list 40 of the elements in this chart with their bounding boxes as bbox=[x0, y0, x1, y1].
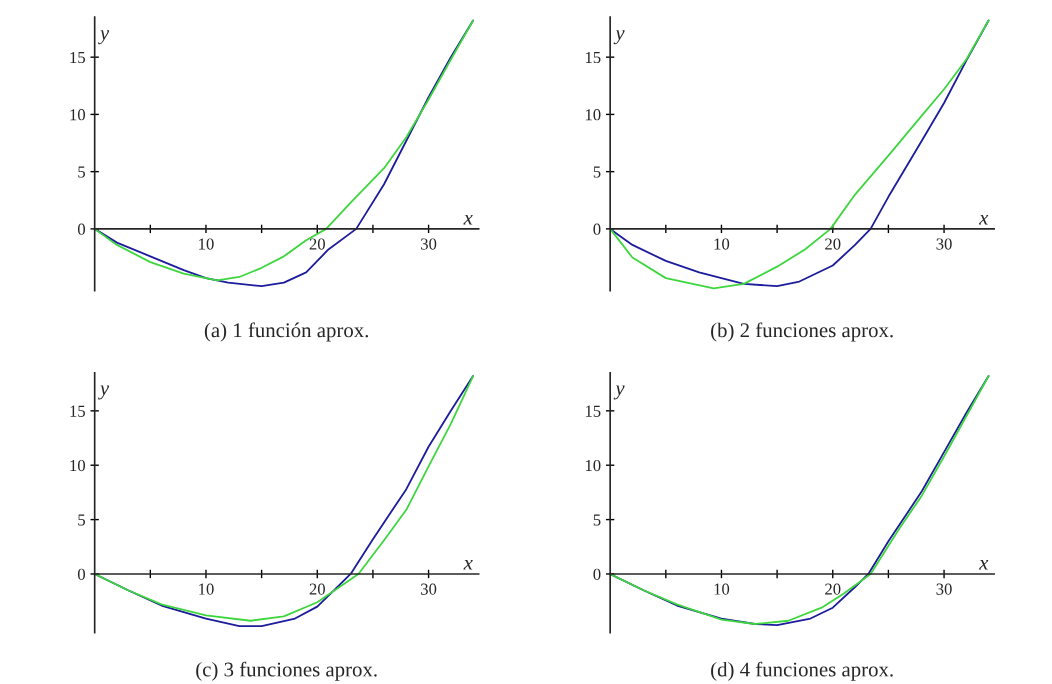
x-tick-label: 30 bbox=[936, 238, 952, 250]
x-tick-label: 30 bbox=[421, 583, 437, 595]
y-tick-label: 5 bbox=[593, 514, 601, 526]
y-axis-title: y bbox=[98, 30, 110, 45]
y-tick-label: 15 bbox=[585, 51, 601, 64]
x-axis-title: x bbox=[463, 214, 473, 225]
x-axis-title: x bbox=[978, 214, 989, 225]
y-tick-label: 10 bbox=[585, 109, 601, 121]
x-tick-label: 10 bbox=[199, 583, 214, 595]
text: (b) 2 funciones aprox. bbox=[711, 322, 893, 342]
y-axis-title: y bbox=[613, 385, 625, 400]
x-tick-label: 20 bbox=[309, 238, 325, 250]
x-tick-label: 20 bbox=[825, 238, 841, 250]
x-tick-label: 30 bbox=[936, 583, 952, 595]
x-tick-label: 10 bbox=[714, 583, 730, 595]
x-tick-label: 20 bbox=[309, 583, 325, 595]
x-tick-label: 10 bbox=[199, 238, 214, 250]
y-tick-label: 0 bbox=[77, 223, 86, 235]
y-tick-label: 5 bbox=[593, 166, 601, 178]
y-tick-label: 0 bbox=[593, 568, 601, 580]
y-tick-label: 5 bbox=[78, 166, 85, 178]
y-axis-title: y bbox=[613, 30, 625, 45]
text: (c) 3 funciones aprox. bbox=[196, 661, 377, 681]
text: (d) 4 funciones aprox. bbox=[711, 661, 893, 681]
y-tick-label: 10 bbox=[70, 109, 86, 121]
y-tick-label: 15 bbox=[70, 51, 85, 64]
text: (a) 1 función aprox. bbox=[204, 322, 369, 342]
x-tick-label: 20 bbox=[825, 583, 841, 595]
y-tick-label: 10 bbox=[70, 459, 86, 472]
x-axis-title: x bbox=[463, 559, 473, 570]
y-tick-label: 0 bbox=[77, 568, 86, 580]
y-tick-label: 10 bbox=[585, 459, 601, 472]
y-tick-label: 5 bbox=[78, 514, 85, 526]
y-axis-title: y bbox=[98, 385, 110, 400]
y-tick-label: 15 bbox=[585, 405, 601, 417]
y-tick-label: 15 bbox=[70, 405, 85, 417]
x-tick-label: 10 bbox=[714, 238, 730, 250]
x-axis-title: x bbox=[978, 559, 989, 570]
y-tick-label: 0 bbox=[593, 223, 601, 235]
x-tick-label: 30 bbox=[421, 238, 437, 250]
